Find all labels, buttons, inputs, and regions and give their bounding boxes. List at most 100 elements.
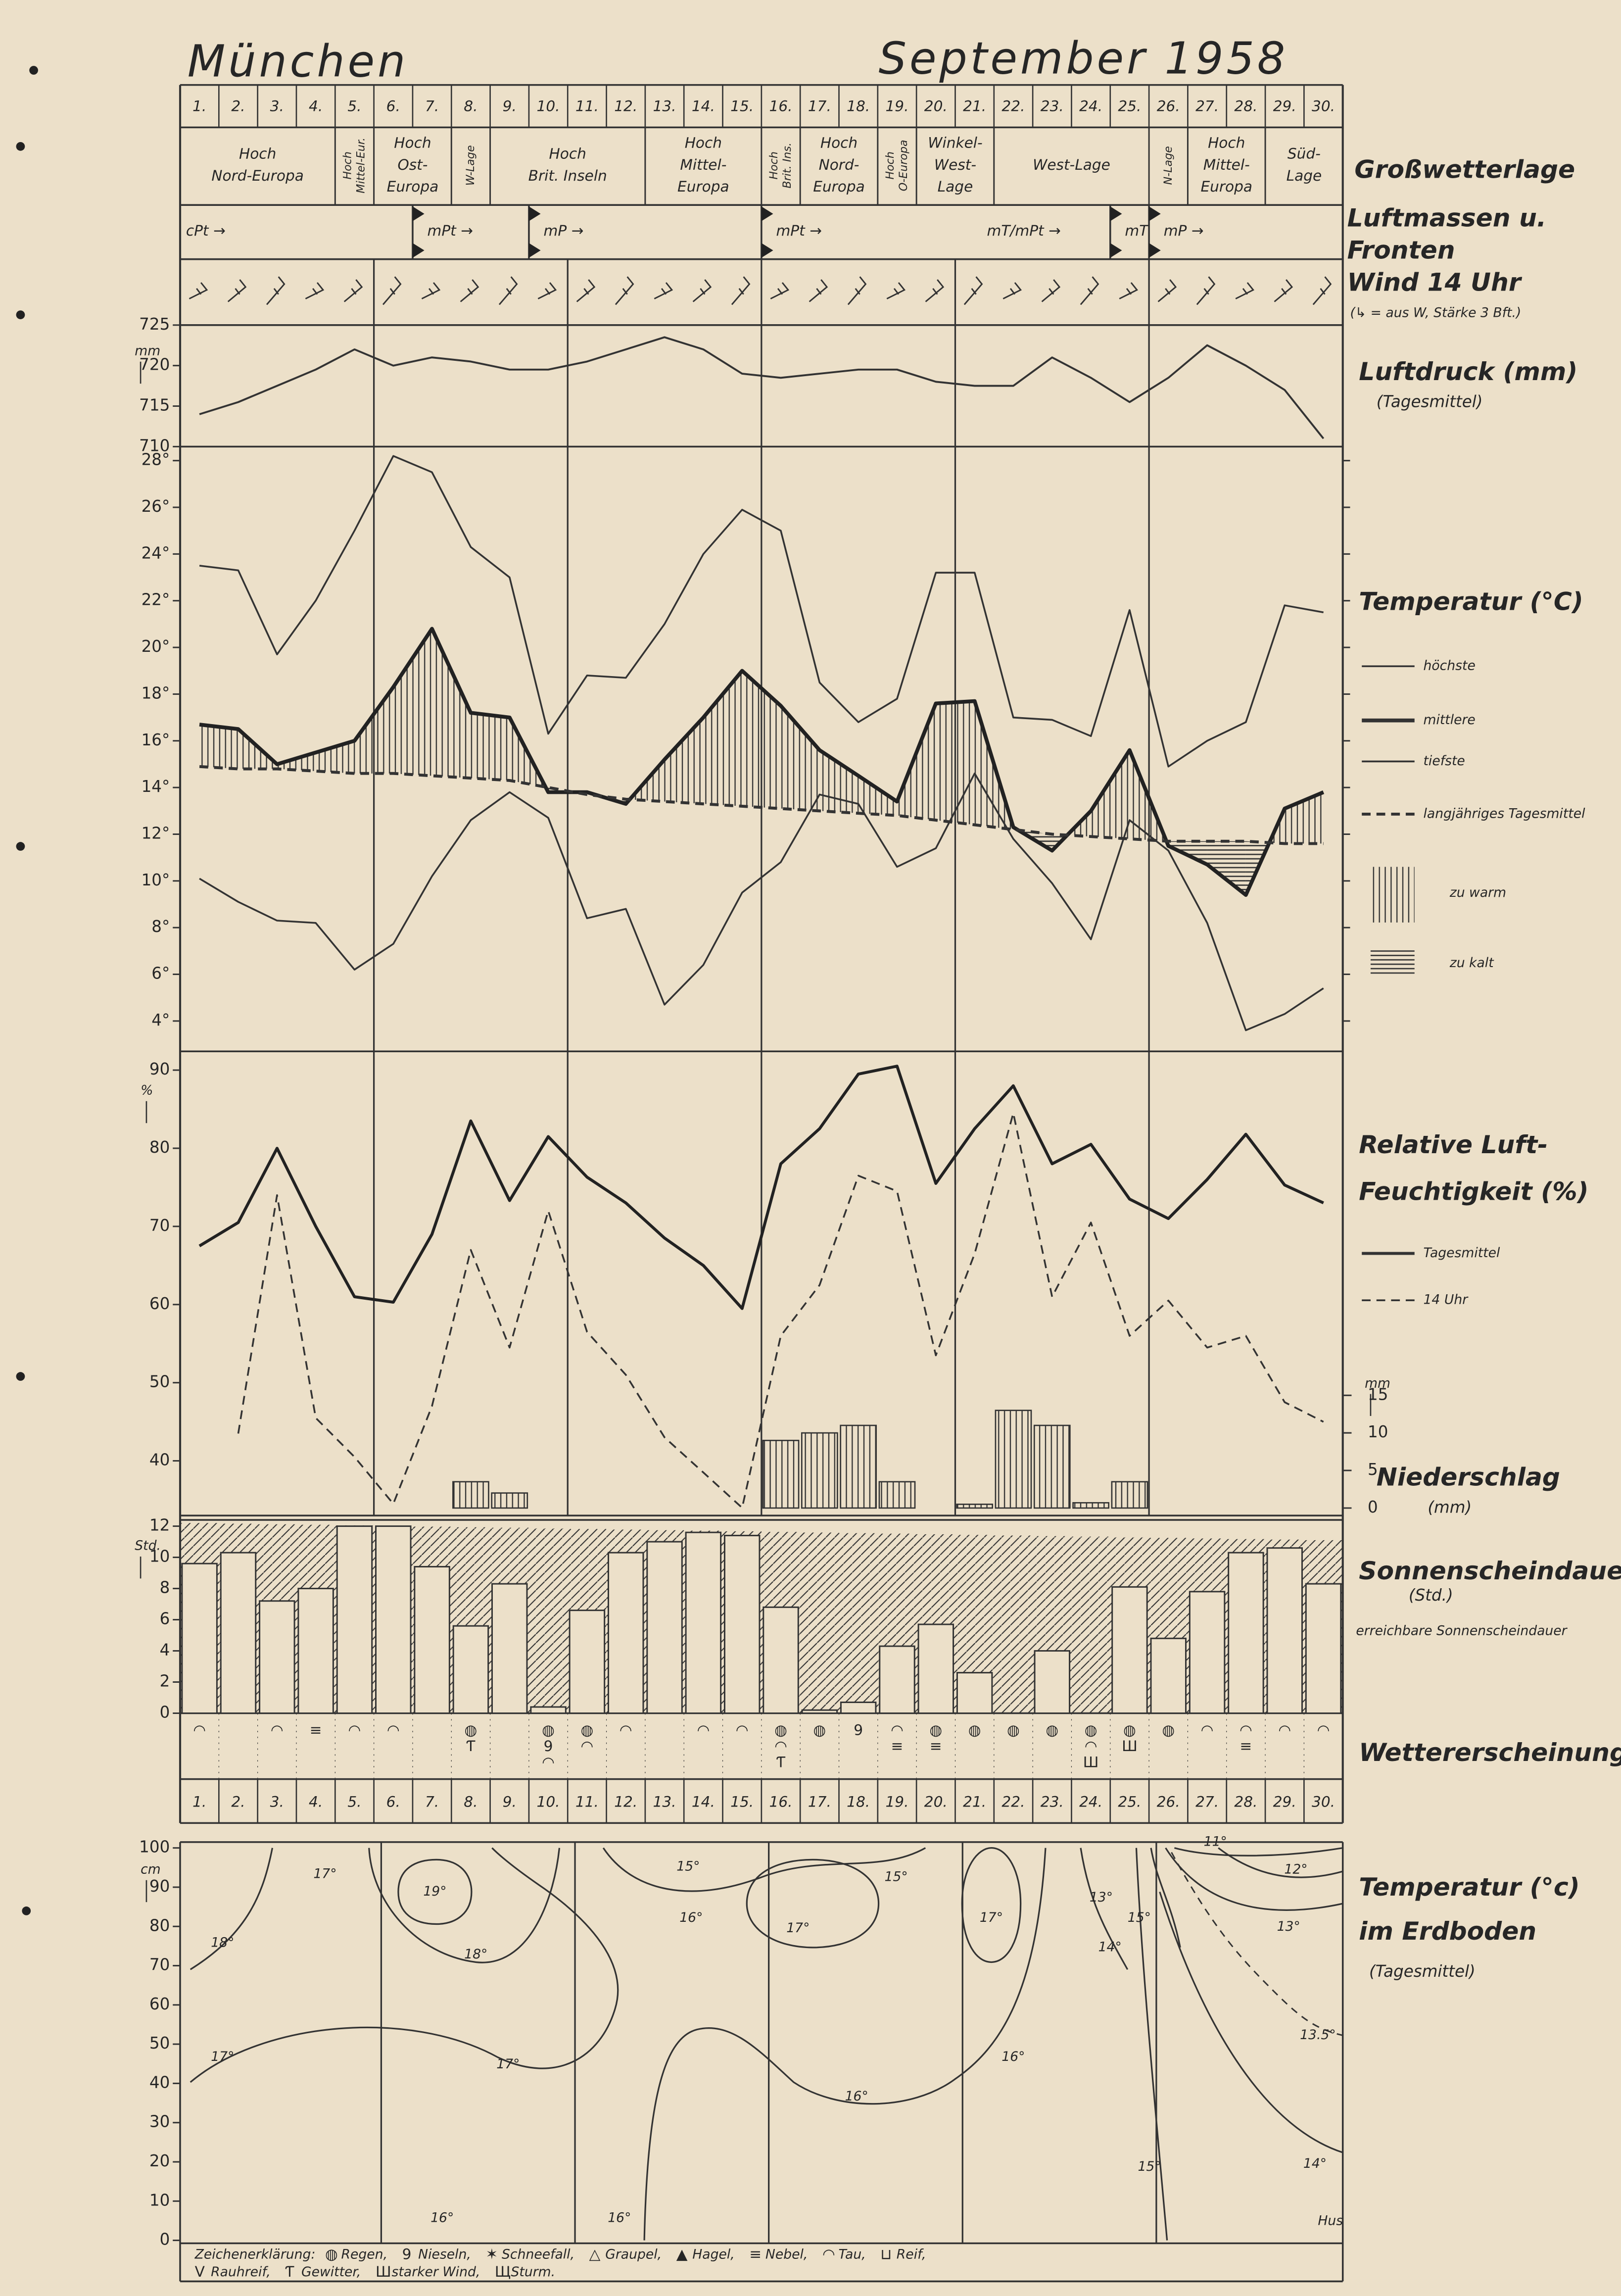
day-number: 12. <box>614 1793 637 1810</box>
isotherm-label: 11° <box>1204 1834 1227 1849</box>
legend-symbol: △ <box>589 2246 601 2263</box>
y-tick-label: 70 <box>149 1955 170 1974</box>
possible-sunshine <box>800 1532 839 1713</box>
legend-symbol: ◍ <box>325 2246 338 2263</box>
legend-text: Graupel, <box>605 2247 662 2262</box>
panel-label: (Tagesmittel) <box>1377 392 1483 411</box>
isotherm-label: 17° <box>980 1910 1003 1925</box>
front-symbol <box>761 243 773 258</box>
wind-symbol <box>886 282 906 299</box>
sunshine-bar <box>181 1563 218 1714</box>
legend-text: höchste <box>1423 658 1475 674</box>
front-symbol <box>412 243 425 258</box>
day-number: 27. <box>1195 1793 1219 1810</box>
isotherm-label: 18° <box>464 1947 487 1962</box>
legend-symbol: 9 <box>402 2246 412 2263</box>
cold-hatch <box>1207 841 1246 895</box>
weather-symbol: ◍ <box>813 1722 826 1739</box>
isotherm-label: 16° <box>679 1910 703 1925</box>
sunshine-bar <box>879 1645 915 1714</box>
wind-symbol <box>1080 276 1099 305</box>
weather-symbol: ◍ <box>1007 1722 1020 1739</box>
weather-symbol: ◍ <box>968 1722 981 1739</box>
y-tick-label: 80 <box>149 1916 170 1935</box>
airmass-text: mPt → <box>776 222 821 239</box>
day-number: 24. <box>1079 98 1102 114</box>
sunshine-bar <box>530 1706 567 1714</box>
isotherm-label: 13° <box>1090 1890 1113 1905</box>
isotherm-label: 16° <box>1001 2049 1025 2064</box>
isotherm-label: 12° <box>1284 1862 1307 1877</box>
weather-symbol: ◍ <box>1046 1722 1058 1739</box>
weather-symbol: ◠ <box>774 1738 787 1755</box>
warm-hatch <box>432 629 471 779</box>
y-tick-label: 22° <box>142 590 170 609</box>
day-number: 29. <box>1273 1793 1296 1810</box>
y-tick-label: 18° <box>142 684 170 702</box>
weather-symbol: ◍ <box>542 1722 555 1739</box>
precip-bar <box>878 1481 916 1509</box>
legend-text: Hagel, <box>692 2247 734 2262</box>
y-tick-label: 16° <box>142 731 170 749</box>
legend-swatch <box>1370 949 1415 976</box>
y-tick-label: 50 <box>149 1372 170 1391</box>
panel-label: im Erdboden <box>1359 1916 1536 1946</box>
y-tick-label: 15 <box>1368 1385 1388 1404</box>
front-symbol <box>528 206 541 221</box>
day-number: 13. <box>653 1793 676 1810</box>
day-number: 9. <box>503 98 517 114</box>
sunshine-bar <box>1305 1583 1342 1714</box>
wind-symbol <box>692 279 712 302</box>
y-tick-label: 24° <box>142 543 170 562</box>
day-number: 6. <box>386 98 400 114</box>
day-number: 15. <box>730 1793 754 1810</box>
isotherm-label: 17° <box>786 1920 810 1936</box>
sunshine-bar <box>297 1588 334 1714</box>
wind-symbol <box>654 282 673 299</box>
weather-symbol: ◍ <box>1123 1722 1136 1739</box>
data-line <box>199 627 1325 897</box>
weather-symbol: ◠ <box>1085 1738 1097 1755</box>
front-symbol <box>1149 206 1161 221</box>
warm-hatch <box>781 706 820 811</box>
legend-symbol: ⊔ <box>880 2246 892 2263</box>
legend-text: Tau, <box>839 2247 866 2262</box>
possible-sunshine <box>1071 1536 1110 1713</box>
airmass-text: mT <box>1125 222 1149 239</box>
axis-unit: Std. <box>135 1538 161 1554</box>
isotherm <box>1171 1852 1343 2036</box>
y-tick-label: 14° <box>142 777 170 796</box>
isotherm-label: 14° <box>1098 1939 1122 1954</box>
day-number: 29. <box>1273 98 1296 114</box>
sunshine-bar <box>491 1583 528 1714</box>
day-number: 1. <box>192 1793 206 1810</box>
weather-symbol: 9 <box>854 1722 863 1739</box>
day-number: 18. <box>847 98 870 114</box>
day-number: 20. <box>924 98 948 114</box>
isotherm-label: 17° <box>496 2056 520 2072</box>
wind-symbol <box>615 276 634 305</box>
wetterlage-text: Hoch <box>1208 134 1245 151</box>
y-tick-label: 0 <box>1368 1498 1378 1516</box>
y-tick-label: 8° <box>151 917 170 936</box>
legend-symbol: ✶ <box>485 2246 498 2263</box>
sunshine-bar <box>763 1606 799 1714</box>
precip-bar <box>801 1432 838 1509</box>
y-tick-label: 4° <box>151 1011 170 1029</box>
legend-text: zu kalt <box>1449 955 1494 971</box>
front-symbol <box>761 206 773 221</box>
wetterlage-text: Mittel- <box>1203 156 1250 173</box>
legend-text: tiefste <box>1423 753 1465 769</box>
weather-symbol: ◠ <box>697 1722 710 1739</box>
isotherm <box>1218 1847 1343 1878</box>
day-number: 17. <box>808 1793 831 1810</box>
y-tick-label: 50 <box>149 2034 170 2052</box>
wetterlage-text: Hoch <box>549 146 586 162</box>
y-tick-label: 100 <box>139 1838 170 1856</box>
front-symbol <box>412 206 425 221</box>
y-tick-label: 28° <box>142 450 170 469</box>
front-symbol <box>1149 243 1161 258</box>
legend-symbol: ▲ <box>676 2246 688 2263</box>
weather-symbol: ◍ <box>774 1722 787 1739</box>
sunshine-bar <box>840 1701 877 1714</box>
